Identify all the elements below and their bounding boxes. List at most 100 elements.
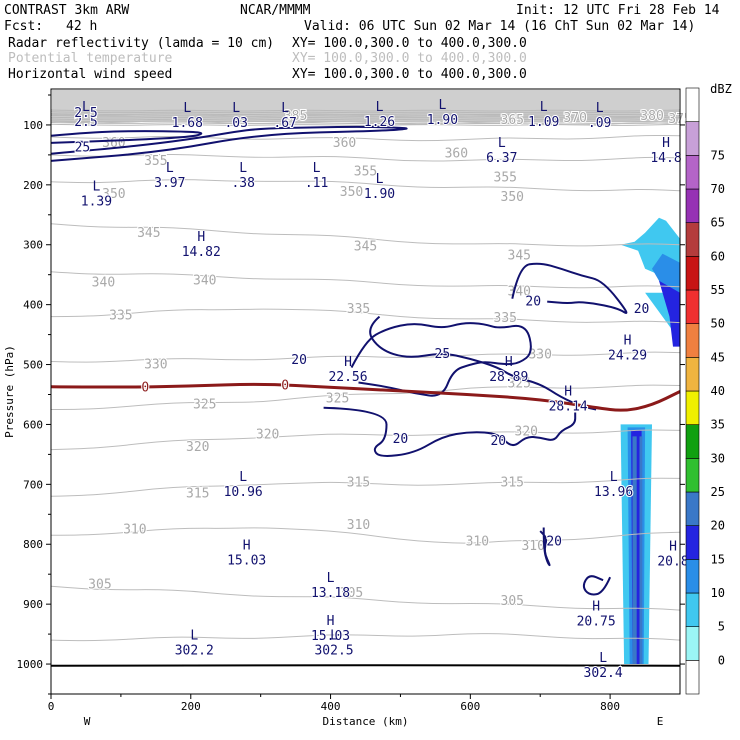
theta-label: 310 xyxy=(123,522,146,537)
extremum-value: 15.03 xyxy=(311,629,350,644)
extremum-type: H xyxy=(662,136,670,151)
extremum-value: 13.96 xyxy=(594,485,633,500)
freezing-level-label: 0 xyxy=(281,379,289,394)
extremum-value: 1.68 xyxy=(172,116,203,131)
colorbar-label: 70 xyxy=(711,182,725,196)
wind-contour-label: 20 xyxy=(634,302,650,317)
reflectivity-cell xyxy=(659,280,680,347)
wind-contour-label: 20 xyxy=(291,353,307,368)
colorbar-swatch xyxy=(685,424,700,459)
x-axis-ticks: 0 200 400 600 800 xyxy=(48,694,620,713)
theta-label: 350 xyxy=(340,185,363,200)
wind-speed-contour xyxy=(369,315,597,411)
theta-contour-layer xyxy=(50,113,681,642)
theta-contour xyxy=(50,179,681,192)
x-tick-label: 200 xyxy=(181,700,201,713)
theta-label: 335 xyxy=(494,311,517,326)
extremum-type: L xyxy=(313,161,321,176)
theta-contour xyxy=(50,633,681,642)
wind-speed-contour xyxy=(350,322,532,397)
colorbar-label: 0 xyxy=(718,653,725,667)
east-end-label: E xyxy=(657,715,664,728)
theta-label: 330 xyxy=(144,358,167,373)
west-end-label: W xyxy=(84,715,91,728)
theta-contour xyxy=(50,308,681,324)
wind-speed-contour xyxy=(582,575,612,596)
extremum-type: H xyxy=(505,355,513,370)
extremum-type: L xyxy=(498,136,506,151)
theta-contour xyxy=(50,113,681,119)
colorbar-label: 30 xyxy=(711,451,725,465)
extremum-type: L xyxy=(376,172,384,187)
freezing-level-label: 0 xyxy=(141,380,149,395)
extremum-value: 28.14 xyxy=(549,399,588,414)
theta-label: 320 xyxy=(256,428,279,443)
theta-dense-contour xyxy=(50,118,681,121)
extremum-type: L xyxy=(190,628,198,643)
wind-speed-contour xyxy=(50,130,203,144)
theta-contour xyxy=(50,134,681,142)
theta-label: 310 xyxy=(347,518,370,533)
theta-contour xyxy=(50,384,681,410)
x-axis-label: Distance (km) xyxy=(322,715,408,728)
theta-label: 340 xyxy=(92,275,115,290)
theta-contour xyxy=(50,271,681,289)
y-tick-label: 800 xyxy=(23,538,43,551)
extremum-type: L xyxy=(330,628,338,643)
theta-label: 355 xyxy=(144,154,167,169)
extremum-type: L xyxy=(166,161,174,176)
colorbar-swatch xyxy=(685,592,700,627)
model-name: CONTRAST 3km ARW xyxy=(4,3,129,18)
theta-label: 305 xyxy=(501,594,524,609)
theta-label: 325 xyxy=(326,392,349,407)
extremum-value: .03 xyxy=(224,116,247,131)
colorbar-label: 40 xyxy=(711,384,725,398)
colorbar-swatch xyxy=(685,491,700,526)
wind-contour-label: 20 xyxy=(546,534,562,549)
theta-dense-contour xyxy=(50,114,681,117)
extremum-value: 20.8 xyxy=(657,555,688,570)
field-name-wind: Horizontal wind speed xyxy=(8,67,172,82)
colorbar-label: 75 xyxy=(711,148,725,162)
colorbar-label: 5 xyxy=(718,620,725,634)
wind-contour-label: 20 xyxy=(490,434,506,449)
extremum-value: 14.82 xyxy=(182,245,221,260)
theta-dense-contour xyxy=(50,109,681,112)
y-tick-label: 1000 xyxy=(17,658,44,671)
wind-contour-layer xyxy=(50,125,628,596)
wind-label-layer: 2.5 25 20 20 25 20 20 20 20 xyxy=(73,105,650,550)
reflectivity-cell xyxy=(632,436,637,664)
theta-dense-contour xyxy=(50,122,681,125)
x-tick-label: 600 xyxy=(460,700,480,713)
wind-speed-contour xyxy=(323,406,577,457)
colorbar-swatch xyxy=(685,121,700,156)
colorbar-unit: dBZ xyxy=(710,82,732,96)
extremum-value: 28.89 xyxy=(489,370,528,385)
theta-label: 345 xyxy=(354,240,377,255)
extremum-type: L xyxy=(93,180,101,195)
theta-dense-contour xyxy=(50,111,681,114)
extremum-value: 6.37 xyxy=(486,151,517,166)
theta-contour xyxy=(50,477,681,497)
colorbar-swatch xyxy=(685,660,700,695)
theta-label: 350 xyxy=(501,190,524,205)
colorbar-swatch xyxy=(685,256,700,291)
extremum-value: 20.75 xyxy=(577,615,616,630)
colorbar-label: 50 xyxy=(711,317,725,331)
wind-speed-contour xyxy=(50,125,408,162)
theta-label: 355 xyxy=(494,171,517,186)
colorbar-label: 25 xyxy=(711,485,725,499)
theta-label: 305 xyxy=(88,577,111,592)
colorbar-label: 20 xyxy=(711,519,725,533)
wind-contour-label: 20 xyxy=(393,432,409,447)
colorbar-labels: 0 5 10 15 20 25 30 35 40 45 50 55 60 65 70 75 xyxy=(711,148,725,667)
init-time: Init: 12 UTC Fri 28 Feb 14 xyxy=(516,3,720,18)
theta-contour xyxy=(50,351,681,363)
x-tick-label: 400 xyxy=(321,700,341,713)
theta-label: 355 xyxy=(354,165,377,180)
